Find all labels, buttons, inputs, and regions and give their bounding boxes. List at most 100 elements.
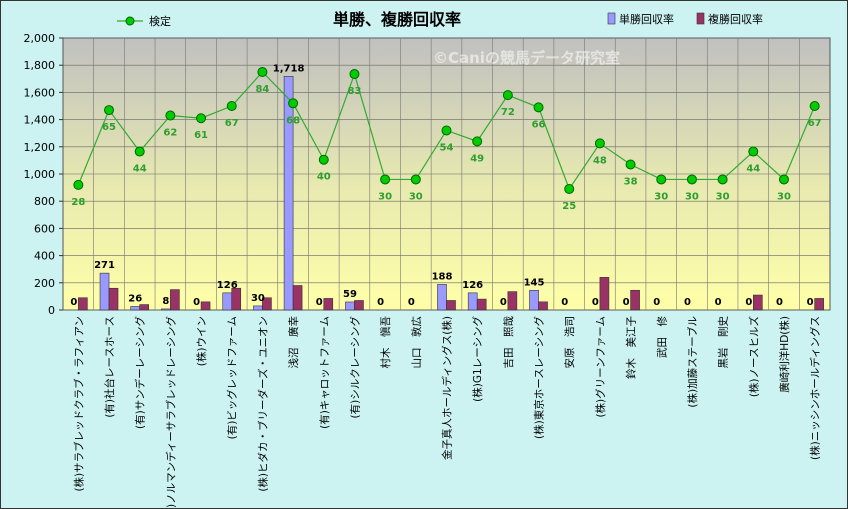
bar-fukusho: [231, 287, 242, 311]
y-tick-label: 0: [48, 304, 55, 317]
x-category-label: (株)ニッシンホールディングス: [809, 316, 822, 460]
bar-data-label: 271: [94, 260, 115, 271]
y-tick-label: 1,400: [24, 114, 56, 127]
bar-data-label: 0: [592, 297, 599, 308]
kentei-point: [380, 174, 391, 185]
x-category-label: 安原 浩司: [563, 316, 576, 369]
bar-data-label: 0: [745, 297, 752, 308]
kentei-data-label: 68: [286, 115, 300, 126]
kentei-point: [318, 154, 329, 165]
kentei-data-label: 38: [624, 176, 638, 187]
x-category-label: (株)グリーンファーム: [594, 316, 607, 418]
bar-data-label: 188: [432, 271, 453, 282]
bar-data-label: 0: [377, 297, 384, 308]
y-tick-label: 600: [34, 222, 55, 235]
kentei-point: [748, 146, 759, 157]
x-category-label: 浅沼 廣幸: [287, 316, 300, 369]
bar-tansho: [345, 301, 355, 311]
bar-tansho: [283, 76, 294, 311]
y-tick-label: 800: [34, 195, 55, 208]
x-category-label: (株)東京ホースレーシング: [533, 316, 546, 439]
kentei-point: [165, 110, 176, 121]
legend-line-marker: [125, 16, 135, 26]
y-tick-label: 1,200: [24, 141, 56, 154]
bar-fukusho: [262, 297, 272, 311]
kentei-point: [564, 183, 575, 194]
kentei-data-label: 67: [225, 118, 239, 129]
kentei-data-label: 49: [470, 153, 484, 164]
legend-swatch-tansho: [607, 12, 616, 25]
kentei-data-label: 48: [593, 155, 607, 166]
bar-fukusho: [538, 301, 548, 311]
bar-data-label: 0: [193, 297, 200, 308]
bar-fukusho: [200, 301, 211, 311]
bar-tansho: [130, 306, 140, 311]
kentei-point: [717, 174, 728, 185]
data-labels: 0 271 26 8 0 126 30 1,718 0 59 0 0 188 126 0 145 0 0 0 0 0 0 0…: [70, 63, 821, 308]
y-axis: 0 200 400 600 800 1,000 1,200 1,400 1,600 1,800 2,…: [24, 32, 63, 317]
kentei-data-label: 84: [255, 84, 269, 95]
bar-fukusho: [476, 298, 487, 311]
kentei-point: [349, 69, 360, 80]
bar-data-label: 126: [462, 280, 483, 291]
x-category-label: 武田 修: [655, 316, 668, 358]
y-tick-label: 1,800: [24, 59, 56, 72]
bar-data-label: 0: [316, 297, 323, 308]
kentei-point: [778, 174, 789, 185]
x-category-label: (有)社台レースホース: [103, 316, 116, 418]
x-category-label: 鈴木 美江子: [625, 316, 638, 379]
kentei-point: [472, 136, 483, 147]
kentei-data-label: 28: [71, 197, 85, 208]
bar-tansho: [529, 289, 539, 311]
bar-data-label: 145: [524, 277, 545, 288]
legend-swatch-fukusho: [696, 12, 705, 25]
x-category-label: 山口 敦広: [410, 316, 423, 369]
kentei-data-label: 61: [194, 130, 208, 141]
kentei-data-label: 65: [102, 122, 116, 133]
legend-label: 検定: [149, 14, 171, 28]
kentei-point: [410, 174, 421, 185]
bar-tansho: [467, 292, 478, 311]
x-category-label: 金子真人ホールディングス(株): [441, 316, 454, 460]
bar-fukusho: [507, 291, 518, 311]
kentei-point: [502, 90, 513, 101]
kentei-data-label: 30: [378, 191, 392, 202]
x-category-label: (有)シルクレーシング: [348, 316, 361, 419]
x-category-label: (有)サンデーレーシング: [134, 316, 147, 429]
bar-data-label: 59: [343, 289, 357, 300]
kentei-data-label: 67: [808, 118, 822, 129]
kentei-data-label: 66: [532, 119, 546, 130]
bar-data-label: 0: [684, 297, 691, 308]
y-tick-label: 400: [34, 250, 55, 263]
kentei-point: [226, 101, 237, 111]
bar-fukusho: [139, 304, 149, 311]
bar-data-label: 0: [70, 297, 77, 308]
kentei-point: [257, 67, 268, 77]
x-category-label: 村木 愼吾: [379, 316, 392, 369]
kentei-data-label: 62: [163, 128, 177, 139]
x-category-label: (有)キャロットファーム: [318, 316, 331, 429]
x-category-label: (株)サラブレッドクラブ・ラフィアン: [72, 316, 85, 492]
x-category-label: (株)加藤ステーブル: [686, 316, 699, 408]
kentei-data-label: 44: [746, 164, 760, 175]
y-tick-label: 2,000: [24, 32, 56, 45]
bar-data-label: 0: [408, 297, 415, 308]
bar-fukusho: [814, 298, 824, 311]
bar-tansho: [253, 305, 263, 311]
kentei-data-label: 30: [654, 191, 668, 202]
kentei-point: [625, 159, 636, 170]
bar-tansho: [437, 284, 447, 311]
line-series: [73, 67, 820, 194]
x-axis: (株)サラブレッドクラブ・ラフィアン (有)社台レースホース (有)サンデーレーシン…: [72, 316, 821, 508]
kentei-point: [686, 174, 697, 185]
kentei-point: [441, 125, 452, 136]
bar-fukusho: [752, 294, 763, 311]
bars: [78, 76, 824, 311]
legend: 検定 単勝回収率 複勝回収率: [117, 12, 763, 28]
kentei-data-label: 72: [501, 107, 515, 118]
bar-tansho: [99, 272, 110, 311]
kentei-point: [104, 105, 115, 116]
bar-data-label: 0: [500, 297, 507, 308]
kentei-point: [533, 102, 544, 113]
bar-data-label: 0: [561, 297, 568, 308]
